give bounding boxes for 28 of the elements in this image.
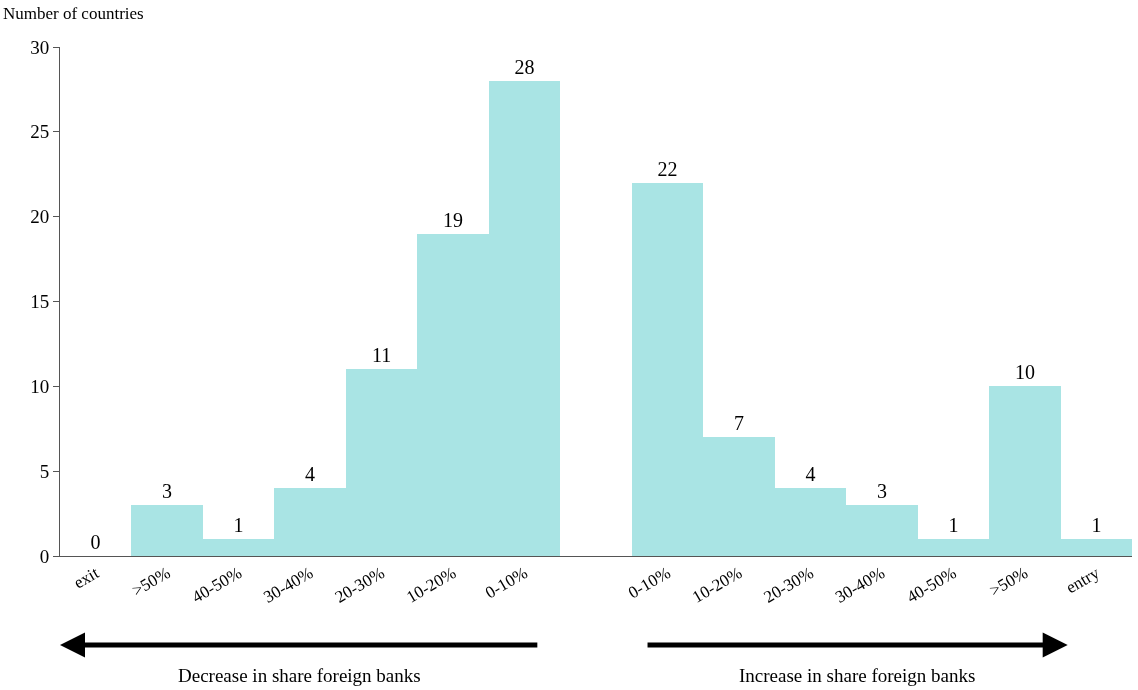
data-label: 1 [233,514,244,536]
data-label: 0 [90,531,101,553]
data-label: 19 [443,209,463,231]
y-tick-label: 30 [30,36,50,58]
data-label: 28 [514,56,535,78]
y-tick-label: 15 [30,291,50,313]
data-label: 1 [948,514,959,536]
data-label: 11 [371,344,392,366]
x-tick-label: entry [1062,563,1103,598]
x-tick-label: >50% [986,563,1032,601]
data-label: 3 [162,480,172,502]
data-label: 10 [1015,361,1035,383]
data-label: 3 [877,480,887,502]
y-tick-label: 5 [39,460,50,482]
text: Increase in share foreign banks [739,665,976,686]
data-label: 22 [657,158,678,180]
data-label: 7 [734,412,744,434]
data-label: 4 [305,463,315,485]
y-tick-label: 10 [30,375,50,397]
text: Decrease in share foreign banks [178,665,421,686]
x-tick-label: exit [70,563,103,593]
x-tick-label: >50% [128,563,174,601]
y-axis-title: Number of countries [3,4,144,23]
data-label: 1 [1091,514,1102,536]
y-tick-label: 0 [39,545,50,567]
y-tick-label: 20 [30,206,50,228]
y-tick-label: 25 [30,121,50,143]
data-label: 4 [805,463,816,485]
